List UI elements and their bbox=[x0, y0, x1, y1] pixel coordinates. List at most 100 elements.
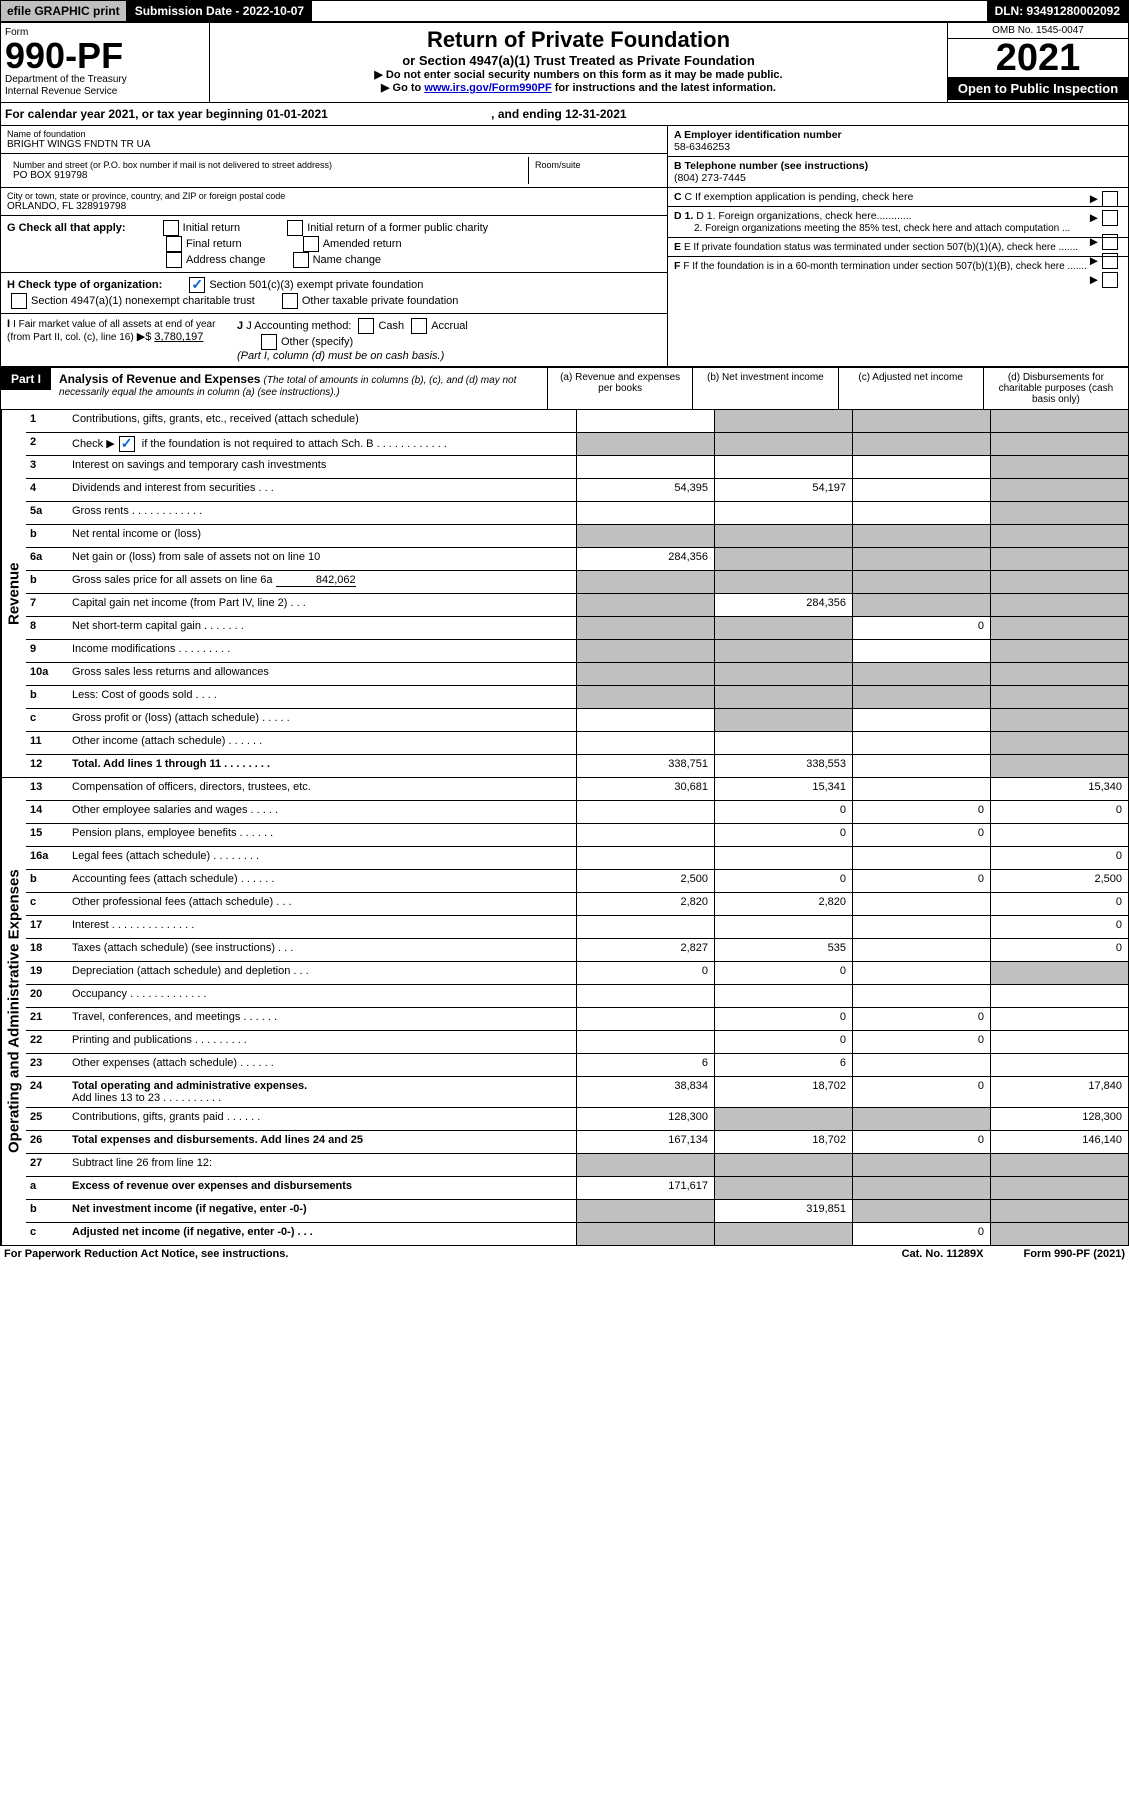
val-b: 0 bbox=[714, 1031, 852, 1053]
num: b bbox=[26, 571, 68, 593]
val-b bbox=[714, 686, 852, 708]
dept-treasury: Department of the Treasury bbox=[5, 74, 205, 86]
val-c bbox=[852, 755, 990, 777]
val-d bbox=[990, 709, 1128, 731]
501c3-checkbox[interactable] bbox=[189, 277, 205, 293]
cal-pre: For calendar year 2021, or tax year begi… bbox=[5, 107, 328, 121]
val-c bbox=[852, 1177, 990, 1199]
val-a: 38,834 bbox=[576, 1077, 714, 1107]
note-pre: ▶ Go to bbox=[381, 82, 424, 94]
form-header: Form 990-PF Department of the Treasury I… bbox=[0, 22, 1129, 103]
other-taxable-label: Other taxable private foundation bbox=[302, 295, 459, 307]
num: 11 bbox=[26, 732, 68, 754]
part1-header: Part I Analysis of Revenue and Expenses … bbox=[0, 367, 1129, 410]
form-number-block: Form 990-PF Department of the Treasury I… bbox=[1, 23, 210, 102]
val-c bbox=[852, 732, 990, 754]
desc: Net investment income (if negative, ente… bbox=[68, 1200, 576, 1222]
num: 6a bbox=[26, 548, 68, 570]
val-c bbox=[852, 548, 990, 570]
num: a bbox=[26, 1177, 68, 1199]
irs-link[interactable]: www.irs.gov/Form990PF bbox=[424, 82, 551, 94]
num: 22 bbox=[26, 1031, 68, 1053]
foundation-address: PO BOX 919798 bbox=[13, 170, 522, 181]
num: 14 bbox=[26, 801, 68, 823]
val-d bbox=[990, 640, 1128, 662]
e-checkbox[interactable] bbox=[1102, 253, 1118, 269]
desc: Other income (attach schedule) . . . . .… bbox=[68, 732, 576, 754]
val-a: 54,395 bbox=[576, 479, 714, 501]
e-cell: E E If private foundation status was ter… bbox=[668, 238, 1128, 257]
row-12: 12Total. Add lines 1 through 11 . . . . … bbox=[26, 755, 1128, 777]
f-checkbox[interactable] bbox=[1102, 272, 1118, 288]
desc: Total. Add lines 1 through 11 . . . . . … bbox=[68, 755, 576, 777]
val-c bbox=[852, 502, 990, 524]
val-c: 0 bbox=[852, 824, 990, 846]
j-label: J Accounting method: bbox=[246, 320, 351, 332]
val-d bbox=[990, 594, 1128, 616]
d1-checkbox[interactable] bbox=[1102, 210, 1118, 226]
schb-checkbox[interactable] bbox=[119, 436, 135, 452]
other-method-checkbox[interactable] bbox=[261, 334, 277, 350]
row-5a: 5aGross rents . . . . . . . . . . . . bbox=[26, 502, 1128, 525]
row-1: 1Contributions, gifts, grants, etc., rec… bbox=[26, 410, 1128, 433]
val-b: 0 bbox=[714, 870, 852, 892]
val-c bbox=[852, 1200, 990, 1222]
e-label: E If private foundation status was termi… bbox=[684, 242, 1078, 253]
amended-checkbox[interactable] bbox=[303, 236, 319, 252]
val-c: 0 bbox=[852, 1008, 990, 1030]
accrual-checkbox[interactable] bbox=[411, 318, 427, 334]
desc: Compensation of officers, directors, tru… bbox=[68, 778, 576, 800]
d2-checkbox[interactable] bbox=[1102, 234, 1118, 250]
val-b: 0 bbox=[714, 962, 852, 984]
val-d bbox=[990, 1200, 1128, 1222]
name-change-checkbox[interactable] bbox=[293, 252, 309, 268]
val-b: 535 bbox=[714, 939, 852, 961]
row-24: 24Total operating and administrative exp… bbox=[26, 1077, 1128, 1108]
efile-button[interactable]: efile GRAPHIC print bbox=[1, 1, 127, 21]
num: 18 bbox=[26, 939, 68, 961]
c-checkbox[interactable] bbox=[1102, 191, 1118, 207]
val-b bbox=[714, 916, 852, 938]
addr-change-checkbox[interactable] bbox=[166, 252, 182, 268]
num: 10a bbox=[26, 663, 68, 685]
initial-former-checkbox[interactable] bbox=[287, 220, 303, 236]
val-c bbox=[852, 594, 990, 616]
num: 20 bbox=[26, 985, 68, 1007]
desc: Gross sales price for all assets on line… bbox=[68, 571, 576, 593]
val-c bbox=[852, 709, 990, 731]
f-label: F If the foundation is in a 60-month ter… bbox=[683, 261, 1087, 272]
row-16a: 16aLegal fees (attach schedule) . . . . … bbox=[26, 847, 1128, 870]
val-a bbox=[576, 1223, 714, 1245]
form-subtitle: or Section 4947(a)(1) Trust Treated as P… bbox=[214, 53, 943, 68]
val-d: 2,500 bbox=[990, 870, 1128, 892]
dln-label: DLN: 93491280002092 bbox=[987, 1, 1128, 21]
arrow-icon: ▶$ bbox=[137, 331, 152, 343]
val-b bbox=[714, 1154, 852, 1176]
num: 16a bbox=[26, 847, 68, 869]
form-number: 990-PF bbox=[5, 38, 205, 74]
row-10c: cGross profit or (loss) (attach schedule… bbox=[26, 709, 1128, 732]
room-label: Room/suite bbox=[529, 157, 661, 184]
g-label: G Check all that apply: bbox=[7, 222, 126, 234]
val-a bbox=[576, 916, 714, 938]
initial-return-checkbox[interactable] bbox=[163, 220, 179, 236]
val-b bbox=[714, 617, 852, 639]
submission-date: Submission Date - 2022-10-07 bbox=[127, 1, 312, 21]
cash-checkbox[interactable] bbox=[358, 318, 374, 334]
num: b bbox=[26, 686, 68, 708]
addr-change-label: Address change bbox=[186, 254, 266, 266]
desc: Other expenses (attach schedule) . . . .… bbox=[68, 1054, 576, 1076]
expense-rows: 13Compensation of officers, directors, t… bbox=[26, 778, 1128, 1245]
4947-checkbox[interactable] bbox=[11, 293, 27, 309]
desc: Check ▶ if the foundation is not require… bbox=[68, 433, 576, 455]
final-return-checkbox[interactable] bbox=[166, 236, 182, 252]
val-d bbox=[990, 732, 1128, 754]
accrual-label: Accrual bbox=[431, 320, 468, 332]
val-d: 0 bbox=[990, 801, 1128, 823]
desc: Accounting fees (attach schedule) . . . … bbox=[68, 870, 576, 892]
desc: Pension plans, employee benefits . . . .… bbox=[68, 824, 576, 846]
expense-table: Operating and Administrative Expenses 13… bbox=[0, 778, 1129, 1246]
d2-label: 2. Foreign organizations meeting the 85%… bbox=[694, 223, 1070, 234]
other-taxable-checkbox[interactable] bbox=[282, 293, 298, 309]
foundation-city: ORLANDO, FL 328919798 bbox=[7, 201, 661, 212]
